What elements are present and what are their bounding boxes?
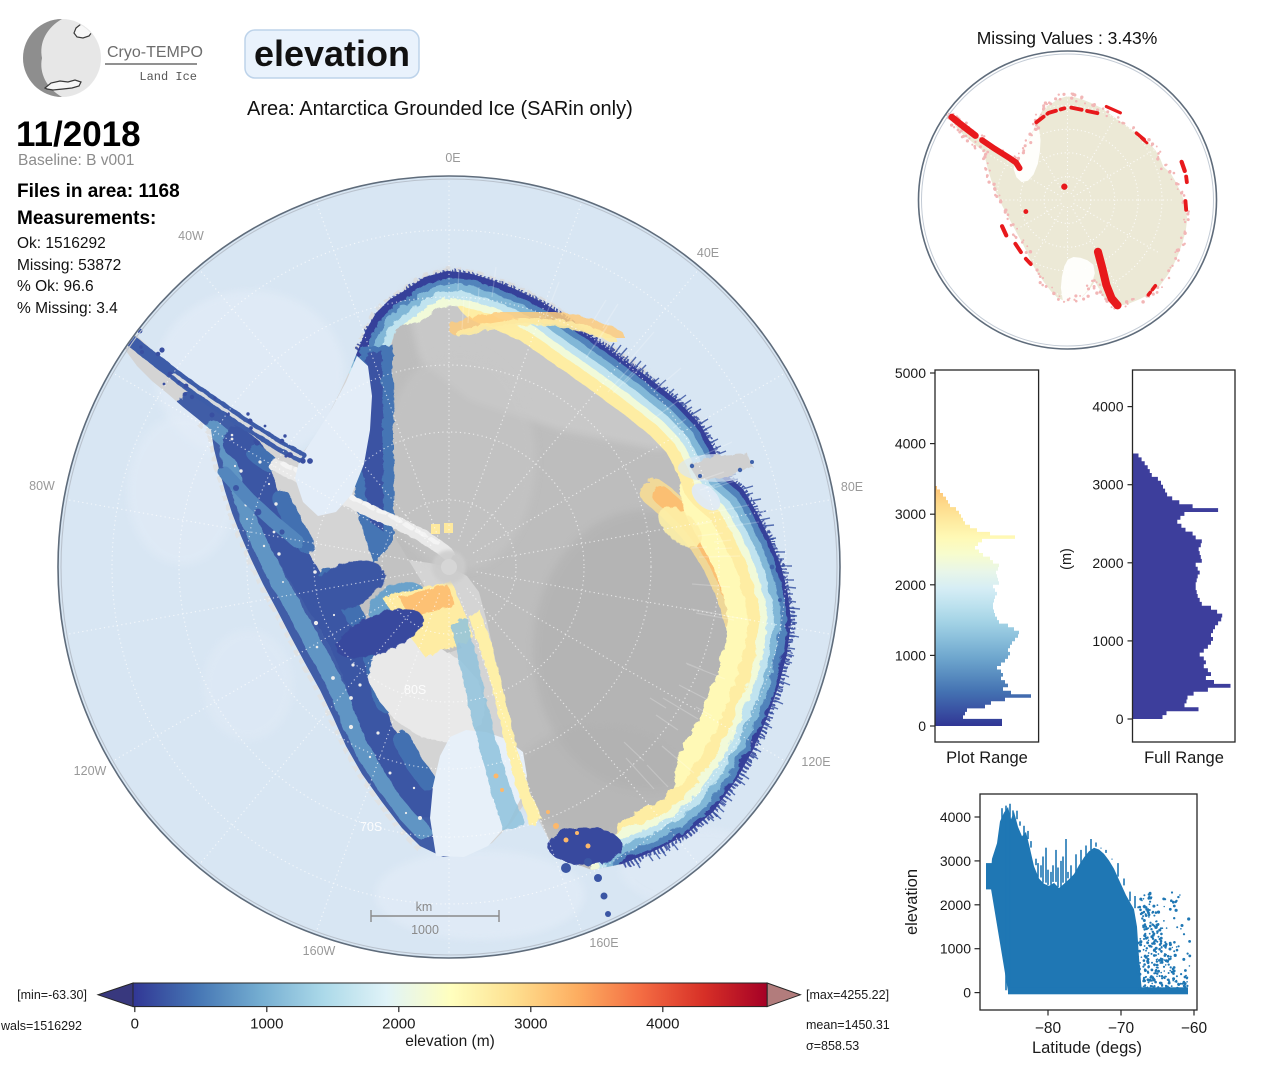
svg-text:Baseline: B v001: Baseline: B v001 xyxy=(18,152,134,169)
svg-text:1000: 1000 xyxy=(895,647,926,663)
svg-text:120W: 120W xyxy=(74,764,107,778)
svg-text:4000: 4000 xyxy=(940,809,971,825)
svg-text:1000: 1000 xyxy=(940,941,971,957)
svg-text:80W: 80W xyxy=(29,479,55,493)
svg-text:40E: 40E xyxy=(697,246,719,260)
svg-text:[max=4255.22]: [max=4255.22] xyxy=(806,988,889,1002)
svg-text:σ=858.53: σ=858.53 xyxy=(806,1039,859,1053)
svg-text:Missing: 53872: Missing: 53872 xyxy=(17,257,121,274)
svg-text:3000: 3000 xyxy=(514,1016,547,1033)
svg-text:3000: 3000 xyxy=(1092,477,1123,493)
svg-text:Area: Antarctica Grounded Ice: Area: Antarctica Grounded Ice (SARin onl… xyxy=(247,98,633,120)
svg-text:70S: 70S xyxy=(360,820,382,834)
svg-text:(m): (m) xyxy=(1059,548,1075,570)
svg-text:4000: 4000 xyxy=(646,1016,679,1033)
svg-text:5000: 5000 xyxy=(895,365,926,381)
svg-text:2000: 2000 xyxy=(895,577,926,593)
svg-text:% Missing: 3.4: % Missing: 3.4 xyxy=(17,300,118,317)
svg-text:−60: −60 xyxy=(1181,1020,1208,1037)
svg-text:1000: 1000 xyxy=(411,923,439,937)
svg-text:elevation (m): elevation (m) xyxy=(405,1033,495,1050)
svg-text:Cryo-TEMPO: Cryo-TEMPO xyxy=(107,44,203,61)
svg-text:Measurements:: Measurements: xyxy=(17,208,156,229)
svg-text:2000: 2000 xyxy=(940,897,971,913)
svg-text:mean=1450.31: mean=1450.31 xyxy=(806,1018,890,1032)
svg-text:0E: 0E xyxy=(445,151,460,165)
svg-text:Ok: 1516292: Ok: 1516292 xyxy=(17,235,106,252)
svg-text:wals=1516292: wals=1516292 xyxy=(0,1019,82,1033)
svg-text:160W: 160W xyxy=(303,944,336,958)
svg-text:Land Ice: Land Ice xyxy=(139,70,197,84)
svg-text:Latitude (degs): Latitude (degs) xyxy=(1032,1039,1142,1057)
svg-text:2000: 2000 xyxy=(382,1016,415,1033)
svg-text:2000: 2000 xyxy=(1092,555,1123,571)
svg-text:0: 0 xyxy=(131,1016,139,1033)
svg-text:1000: 1000 xyxy=(1092,633,1123,649)
svg-text:[min=-63.30]: [min=-63.30] xyxy=(17,988,87,1002)
svg-text:Missing Values : 3.43%: Missing Values : 3.43% xyxy=(977,28,1158,48)
svg-text:0: 0 xyxy=(963,985,971,1001)
svg-text:1000: 1000 xyxy=(250,1016,283,1033)
svg-text:80E: 80E xyxy=(841,480,863,494)
svg-text:120E: 120E xyxy=(801,755,830,769)
svg-text:3000: 3000 xyxy=(895,506,926,522)
svg-text:4000: 4000 xyxy=(895,436,926,452)
svg-text:elevation: elevation xyxy=(903,869,921,935)
svg-text:80S: 80S xyxy=(404,683,426,697)
svg-text:40W: 40W xyxy=(178,229,204,243)
svg-text:% Ok: 96.6: % Ok: 96.6 xyxy=(17,278,94,295)
svg-text:4000: 4000 xyxy=(1092,399,1123,415)
svg-text:11/2018: 11/2018 xyxy=(16,115,141,154)
svg-text:0: 0 xyxy=(918,718,926,734)
svg-text:km: km xyxy=(416,900,433,914)
svg-text:−80: −80 xyxy=(1035,1020,1062,1037)
svg-text:−70: −70 xyxy=(1108,1020,1135,1037)
svg-text:3000: 3000 xyxy=(940,853,971,869)
svg-text:0: 0 xyxy=(1116,711,1124,727)
svg-text:elevation: elevation xyxy=(254,33,410,74)
svg-text:Files in area: 1168: Files in area: 1168 xyxy=(17,181,180,202)
svg-text:160E: 160E xyxy=(589,936,618,950)
svg-text:Full Range: Full Range xyxy=(1144,749,1224,767)
svg-text:Plot Range: Plot Range xyxy=(946,749,1028,767)
